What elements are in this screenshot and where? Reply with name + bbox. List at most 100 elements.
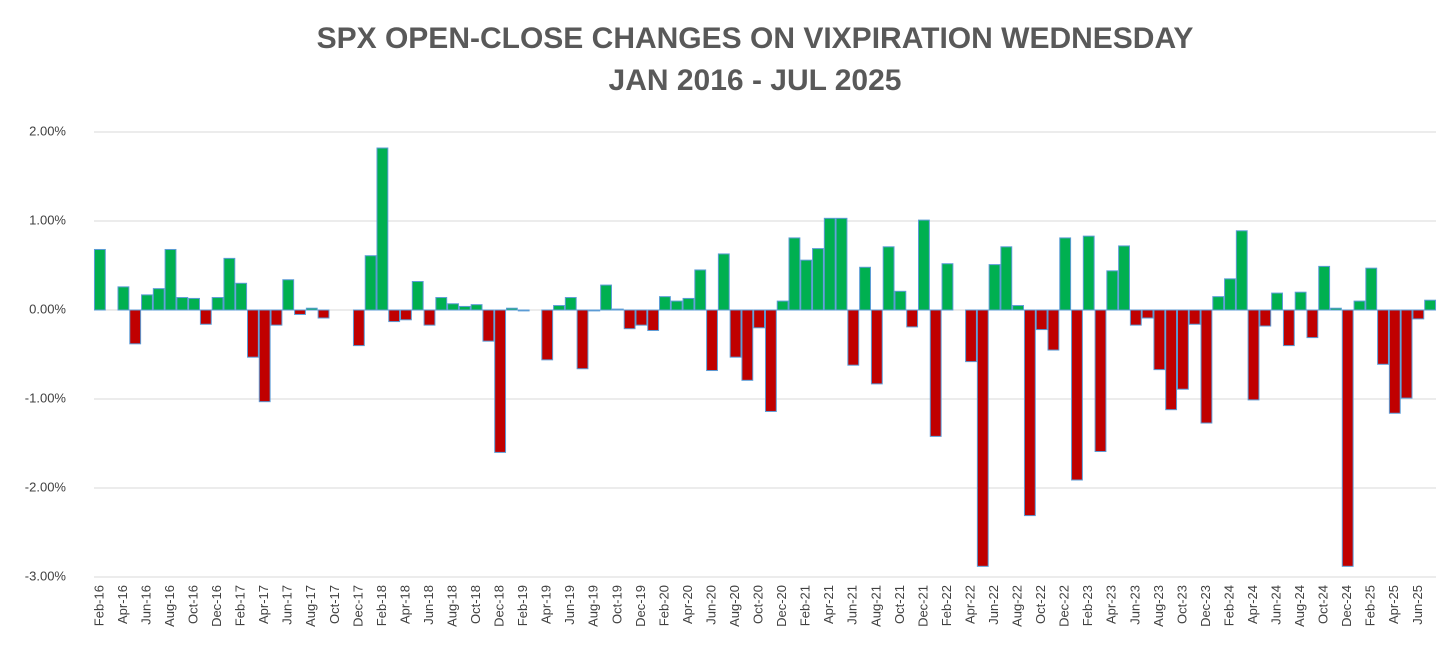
x-tick-label: Oct-18: [468, 585, 483, 624]
bar: [764, 309, 777, 412]
bar: [211, 297, 224, 311]
bar: [812, 248, 824, 311]
y-tick-label: 0.00%: [29, 301, 66, 316]
bar: [176, 297, 189, 311]
bar: [729, 309, 742, 358]
bar: [553, 305, 565, 311]
bar: [400, 309, 412, 321]
x-tick-label: Apr-25: [1386, 585, 1401, 624]
chart-title: SPX OPEN-CLOSE CHANGES ON VIXPIRATION WE…: [317, 22, 1194, 55]
bar: [494, 309, 507, 453]
bar: [188, 297, 200, 311]
bar: [753, 309, 766, 329]
x-tick-label: Jun-25: [1410, 585, 1425, 625]
bar: [1235, 230, 1248, 311]
bar: [682, 297, 695, 311]
bar: [1118, 245, 1130, 311]
bar: [894, 290, 907, 311]
bar: [294, 309, 306, 315]
bar: [1200, 309, 1213, 424]
bar: [1212, 296, 1225, 311]
bar: [235, 282, 248, 311]
bar: [588, 309, 601, 312]
x-tick-label: Feb-18: [374, 585, 389, 626]
x-tick-label: Apr-22: [962, 585, 977, 624]
bar: [635, 309, 648, 326]
bar: [423, 309, 436, 326]
bar: [305, 307, 318, 311]
bar: [1000, 246, 1013, 311]
bar: [141, 294, 153, 311]
x-tick-label: Dec-24: [1339, 585, 1354, 627]
x-tick-label: Feb-24: [1221, 585, 1236, 626]
bar: [1106, 270, 1119, 311]
x-tick-label: Aug-19: [586, 585, 601, 627]
x-tick-label: Jun-19: [562, 585, 577, 625]
x-tick-label: Aug-18: [444, 585, 459, 627]
x-tick-label: Apr-16: [115, 585, 130, 624]
x-tick-label: Apr-24: [1245, 585, 1260, 624]
x-tick-label: Feb-21: [798, 585, 813, 626]
x-tick-label: Dec-17: [350, 585, 365, 627]
x-tick-label: Oct-16: [185, 585, 200, 624]
bar: [1412, 309, 1425, 320]
x-tick-label: Jun-17: [280, 585, 295, 625]
x-tick-label: Dec-18: [492, 585, 507, 627]
x-tick-label: Aug-20: [727, 585, 742, 627]
bar: [1247, 309, 1260, 401]
x-tick-label: Jun-20: [703, 585, 718, 625]
x-tick-label: Aug-16: [162, 585, 177, 627]
bar: [258, 309, 271, 403]
x-tick-label: Aug-23: [1151, 585, 1166, 627]
bar: [706, 309, 718, 372]
bar: [988, 264, 1001, 311]
bar: [1330, 307, 1342, 311]
bar: [941, 263, 954, 311]
bar: [929, 309, 942, 437]
x-tick-label: Dec-20: [774, 585, 789, 627]
bar: [800, 259, 813, 311]
bar: [976, 309, 989, 567]
bar: [1282, 309, 1295, 347]
x-tick-label: Oct-24: [1316, 585, 1331, 624]
x-tick-label: Dec-21: [915, 585, 930, 627]
x-tick-label: Feb-16: [91, 585, 106, 626]
x-tick-label: Feb-23: [1080, 585, 1095, 626]
bar: [458, 305, 471, 311]
x-tick-label: Apr-23: [1104, 585, 1119, 624]
bar: [376, 147, 389, 311]
x-tick-label: Feb-17: [233, 585, 248, 626]
bar: [1012, 305, 1025, 311]
x-tick-label: Jun-22: [986, 585, 1001, 625]
bar: [517, 309, 530, 312]
bar: [247, 309, 259, 358]
bar: [117, 286, 130, 311]
bar: [541, 309, 554, 361]
bar: [1306, 309, 1319, 339]
bar: [1035, 309, 1048, 331]
bar: [447, 303, 459, 311]
bar: [352, 309, 365, 347]
bar: [152, 288, 165, 311]
bar: [965, 309, 977, 363]
bar: [670, 300, 683, 311]
y-tick-label: -1.00%: [25, 390, 67, 405]
x-tick-label: Oct-21: [892, 585, 907, 624]
x-tick-label: Oct-19: [609, 585, 624, 624]
bar: [1424, 299, 1437, 311]
bar: [659, 296, 671, 311]
x-tick-label: Oct-23: [1174, 585, 1189, 624]
bar: [1071, 309, 1083, 481]
bar: [1341, 309, 1354, 567]
bar: [1271, 292, 1283, 311]
bar: [694, 269, 707, 311]
x-tick-label: Aug-22: [1010, 585, 1025, 627]
bar: [1153, 309, 1166, 371]
bar: [388, 309, 401, 323]
bar: [1059, 237, 1072, 311]
bar: [364, 255, 377, 311]
y-tick-label: -2.00%: [25, 479, 67, 494]
bar: [823, 217, 836, 311]
bar: [717, 253, 730, 311]
bar: [623, 309, 636, 330]
